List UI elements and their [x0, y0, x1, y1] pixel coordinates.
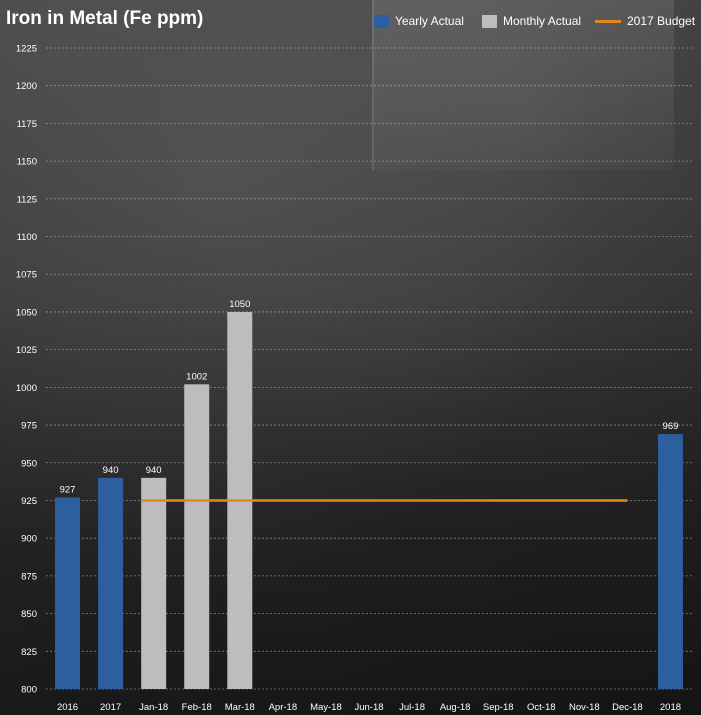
data-label: 969	[663, 421, 679, 432]
legend-swatch-monthly-actual	[482, 14, 497, 28]
y-tick-label: 900	[21, 534, 37, 545]
legend-item-monthly-actual: Monthly Actual	[482, 14, 581, 28]
legend-swatch-yearly-actual	[374, 14, 389, 28]
data-label: 1050	[229, 299, 250, 310]
background-door	[372, 0, 674, 170]
y-tick-label: 1200	[16, 81, 37, 92]
y-tick-label: 975	[21, 421, 37, 432]
data-label: 940	[146, 465, 162, 476]
y-tick-label: 1075	[16, 270, 37, 281]
data-label: 1002	[186, 371, 207, 382]
x-tick-label: Oct-18	[527, 702, 556, 713]
legend-item-2017-budget: 2017 Budget	[595, 14, 695, 28]
y-tick-label: 800	[21, 685, 37, 696]
bar	[184, 384, 210, 689]
bar	[141, 477, 167, 689]
legend-label-monthly-actual: Monthly Actual	[503, 14, 582, 28]
x-tick-label: Jan-18	[139, 702, 168, 713]
y-tick-label: 850	[21, 609, 37, 620]
y-tick-label: 1150	[17, 157, 37, 168]
y-tick-label: 1025	[16, 345, 37, 356]
y-tick-label: 1175	[17, 119, 37, 130]
y-tick-label: 1225	[16, 44, 37, 55]
data-label: 927	[60, 484, 76, 495]
x-tick-label: Jul-18	[399, 702, 425, 713]
legend-label-yearly-actual: Yearly Actual	[395, 14, 464, 28]
y-tick-label: 875	[21, 571, 37, 582]
chart-title: Iron in Metal (Fe ppm)	[6, 8, 204, 29]
y-tick-label: 1000	[16, 383, 37, 394]
bar	[657, 434, 683, 689]
x-tick-label: May-18	[310, 702, 342, 713]
x-tick-label: Apr-18	[269, 702, 298, 713]
bar	[98, 477, 124, 689]
y-tick-label: 1100	[17, 232, 37, 243]
x-tick-label: Mar-18	[225, 702, 255, 713]
data-label: 940	[103, 465, 119, 476]
x-tick-label: Nov-18	[569, 702, 600, 713]
x-tick-label: Aug-18	[440, 702, 471, 713]
legend-label-2017-budget: 2017 Budget	[627, 14, 696, 28]
y-tick-label: 950	[21, 458, 37, 469]
x-tick-label: Sep-18	[483, 702, 514, 713]
x-tick-label: 2017	[100, 702, 121, 713]
legend-swatch-2017-budget	[595, 19, 621, 23]
x-tick-label: 2018	[660, 702, 681, 713]
x-tick-label: Dec-18	[612, 702, 643, 713]
y-tick-label: 1125	[17, 194, 37, 205]
x-tick-label: Feb-18	[182, 702, 212, 713]
bar	[55, 497, 81, 689]
y-tick-label: 825	[21, 647, 37, 658]
x-tick-label: Jun-18	[354, 702, 383, 713]
y-tick-label: 1050	[16, 307, 37, 318]
legend-item-yearly-actual: Yearly Actual	[374, 14, 464, 28]
y-tick-label: 925	[21, 496, 37, 507]
x-tick-label: 2016	[57, 702, 78, 713]
